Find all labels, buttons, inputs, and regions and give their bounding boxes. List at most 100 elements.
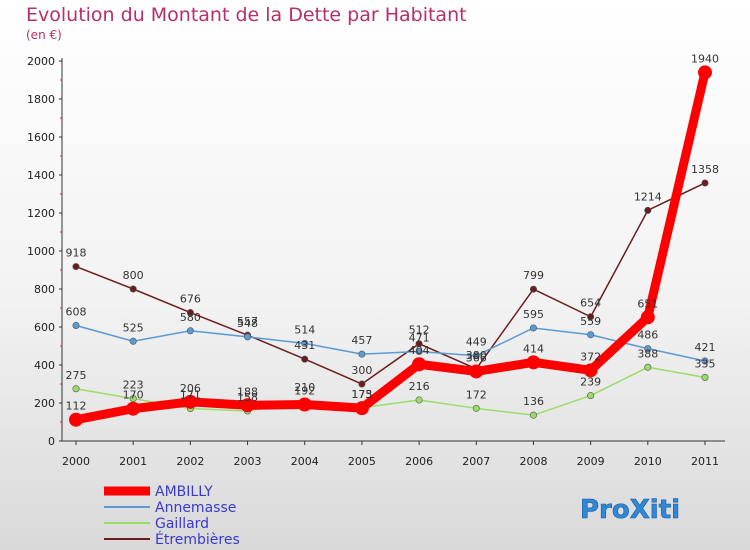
data-label-etrembieres: 512: [409, 324, 430, 337]
data-label-etrembieres: 799: [523, 269, 544, 282]
y-tick-label: 200: [34, 397, 55, 410]
legend-item-gaillard: Gaillard: [104, 516, 209, 532]
data-label-annemasse: 559: [580, 315, 601, 328]
data-label-ambilly: 188: [237, 385, 258, 398]
data-point-ambilly: [469, 364, 484, 379]
data-label-layer: 918 800 676 557 431 300 512 380 799 654 1214 1358 60…: [66, 52, 720, 412]
data-point-annemasse: [644, 345, 652, 353]
data-point-annemasse: [529, 324, 537, 332]
data-point-gaillard: [415, 396, 423, 404]
data-label-annemasse: 421: [695, 341, 716, 354]
data-point-annemasse: [358, 350, 366, 358]
data-label-etrembieres: 1214: [634, 190, 662, 203]
data-label-etrembieres: 676: [180, 293, 201, 306]
data-label-annemasse: 548: [237, 317, 258, 330]
data-point-annemasse: [244, 333, 252, 341]
data-label-ambilly: 366: [466, 351, 487, 364]
legend-item-etrembieres: Étrembières: [104, 531, 240, 548]
x-tick-label: 2009: [577, 455, 605, 468]
x-tick-label: 2010: [634, 455, 662, 468]
data-label-etrembieres: 380: [466, 349, 487, 362]
data-label-gaillard: 275: [66, 369, 87, 382]
data-point-etrembieres: [358, 380, 366, 388]
legend-item-ambilly: AMBILLY: [104, 484, 213, 500]
data-point-gaillard: [72, 385, 80, 393]
data-point-annemasse: [301, 339, 309, 347]
data-label-ambilly: 170: [123, 389, 144, 402]
series-annemasse: [72, 321, 709, 365]
data-label-gaillard: 136: [523, 395, 544, 408]
data-point-etrembieres: [186, 309, 194, 317]
series-line-etrembieres: [75, 182, 706, 385]
data-point-ambilly: [698, 65, 712, 80]
y-tick-label: 2000: [27, 55, 55, 68]
data-label-etrembieres: 557: [237, 315, 258, 328]
data-point-ambilly: [640, 310, 655, 325]
y-tick-label: 400: [34, 359, 55, 372]
legend-label: Annemasse: [155, 500, 236, 516]
data-label-etrembieres: 654: [580, 297, 601, 310]
data-label-ambilly: 112: [66, 400, 87, 413]
x-tick-label: 2007: [462, 455, 490, 468]
data-point-ambilly: [126, 401, 141, 416]
data-point-gaillard: [472, 404, 480, 412]
legend-item-annemasse: Annemasse: [104, 500, 236, 516]
data-point-gaillard: [587, 392, 595, 400]
data-label-etrembieres: 300: [351, 364, 372, 377]
data-point-annemasse: [415, 348, 423, 356]
data-point-etrembieres: [701, 179, 709, 187]
data-point-gaillard: [529, 411, 537, 419]
data-label-gaillard: 388: [637, 347, 658, 360]
x-tick-label: 2006: [405, 455, 433, 468]
data-label-gaillard: 210: [294, 381, 315, 394]
chart-subtitle: (en €): [26, 28, 62, 42]
data-label-ambilly: 404: [409, 344, 430, 357]
y-tick-label: 800: [34, 283, 55, 296]
data-label-annemasse: 449: [466, 336, 487, 349]
legend-label: Gaillard: [155, 516, 209, 532]
data-point-annemasse: [701, 357, 709, 365]
data-label-etrembieres: 918: [66, 247, 87, 260]
data-point-etrembieres: [72, 263, 80, 271]
series-line-ambilly: [71, 67, 710, 425]
x-tick-label: 2004: [291, 455, 319, 468]
data-point-gaillard: [644, 363, 652, 371]
data-label-gaillard: 216: [409, 380, 430, 393]
data-label-gaillard: 223: [123, 379, 144, 392]
data-point-annemasse: [472, 352, 480, 360]
data-label-etrembieres: 1358: [691, 163, 719, 176]
data-point-gaillard: [701, 373, 709, 381]
data-label-annemasse: 486: [637, 329, 658, 342]
data-point-ambilly: [412, 357, 427, 372]
data-point-ambilly: [583, 363, 598, 378]
legend-label: AMBILLY: [155, 484, 213, 500]
data-point-annemasse: [72, 321, 80, 329]
x-tick-label: 2002: [176, 455, 204, 468]
series-etrembieres: [72, 179, 709, 388]
y-tick-label: 1000: [27, 245, 55, 258]
proxiti-logo-text: ProXiti: [580, 495, 680, 525]
data-point-ambilly: [526, 355, 541, 370]
data-point-ambilly: [69, 412, 83, 427]
x-tick-label: 2008: [519, 455, 547, 468]
data-label-ambilly: 206: [180, 382, 201, 395]
data-label-gaillard: 172: [466, 388, 487, 401]
x-tick-label: 2001: [119, 455, 147, 468]
data-label-gaillard: 239: [580, 376, 601, 389]
y-tick-label: 1800: [27, 93, 55, 106]
series-layer: [69, 65, 712, 427]
data-point-etrembieres: [587, 313, 595, 321]
data-point-etrembieres: [415, 340, 423, 348]
legend-label: Étrembières: [155, 531, 240, 548]
data-label-annemasse: 457: [351, 334, 372, 347]
data-label-etrembieres: 800: [123, 269, 144, 282]
data-label-annemasse: 471: [409, 332, 430, 345]
data-point-annemasse: [186, 327, 194, 335]
data-point-ambilly: [183, 394, 198, 409]
series-ambilly: [69, 65, 712, 427]
x-axis-ticks: 2000 2001 2002 2003 2004 2005 2006 2007 2008 2009…: [62, 441, 719, 468]
data-label-ambilly: 414: [523, 342, 544, 355]
data-label-annemasse: 514: [294, 323, 315, 336]
